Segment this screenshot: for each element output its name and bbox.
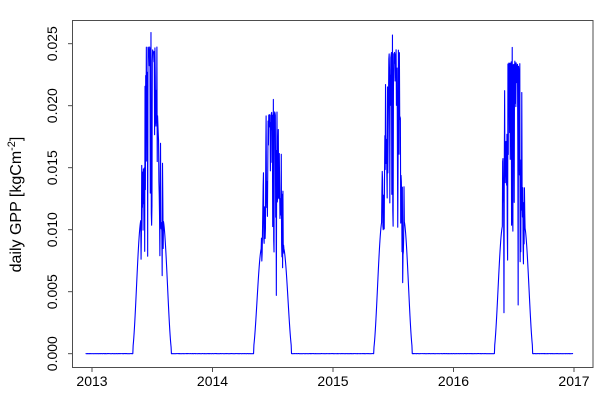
svg-text:0.005: 0.005: [44, 274, 60, 309]
svg-text:2014: 2014: [197, 373, 228, 389]
svg-text:0.025: 0.025: [44, 26, 60, 61]
svg-text:2016: 2016: [438, 373, 469, 389]
svg-text:0.000: 0.000: [44, 336, 60, 371]
svg-text:0.015: 0.015: [44, 150, 60, 185]
svg-text:0.020: 0.020: [44, 88, 60, 123]
svg-text:daily GPP [kgCm-2]: daily GPP [kgCm-2]: [6, 137, 25, 273]
svg-text:2013: 2013: [76, 373, 107, 389]
svg-text:0.010: 0.010: [44, 212, 60, 247]
svg-text:2017: 2017: [558, 373, 589, 389]
svg-text:2015: 2015: [317, 373, 348, 389]
